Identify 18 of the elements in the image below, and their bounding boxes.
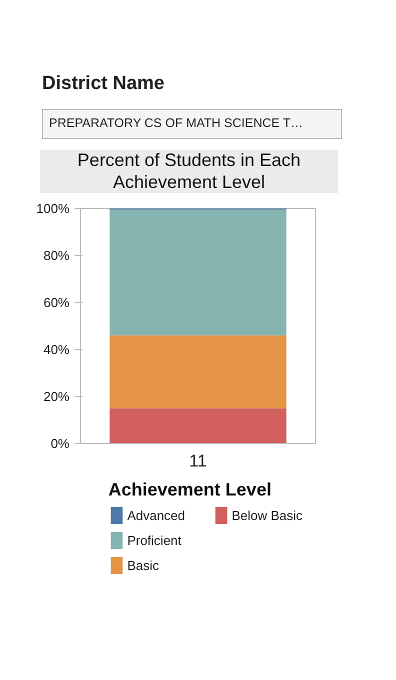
y-tick-label: 40%	[43, 342, 70, 358]
x-tick-label: 11	[189, 452, 207, 471]
y-tick-label: 20%	[43, 389, 70, 404]
chart-title: Percent of Students in Each Achievement Level	[76, 150, 302, 194]
y-tick-label: 60%	[43, 295, 70, 310]
text: PREPARATORY CS OF MATH SCIENCE T…	[49, 115, 303, 132]
bar	[110, 210, 286, 336]
legend-label: Below Basic	[232, 508, 304, 524]
legend-label: Basic	[127, 558, 160, 574]
legend-title: Achievement Level	[108, 480, 272, 500]
bar	[110, 336, 286, 408]
legend-label: Advanced	[127, 508, 186, 524]
y-tick-label: 0%	[50, 436, 70, 452]
bar	[110, 408, 286, 444]
legend-label: Proficient	[127, 533, 182, 548]
text: District Name	[42, 72, 164, 96]
y-tick-label: 80%	[43, 248, 70, 264]
y-tick-label: 100%	[36, 201, 70, 216]
